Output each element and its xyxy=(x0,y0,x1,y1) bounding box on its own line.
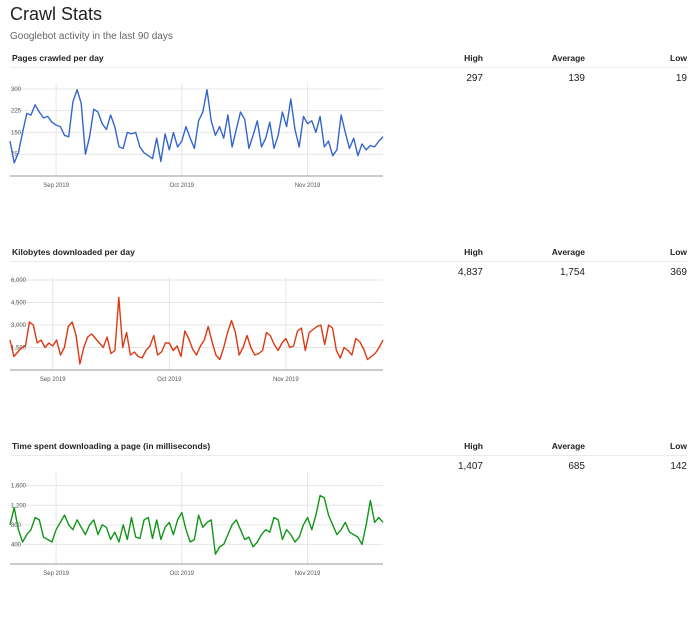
x-tick-label: Nov 2019 xyxy=(295,183,321,189)
section-divider xyxy=(10,261,687,262)
pages-average-value: 139 xyxy=(568,73,585,84)
y-tick-label: 300 xyxy=(11,87,22,93)
series-line xyxy=(9,494,384,555)
time-high-value: 1,407 xyxy=(457,461,483,472)
x-tick-label: Oct 2019 xyxy=(170,183,195,189)
pages-high-value: 297 xyxy=(466,73,483,84)
pages-crawled-chart: 75 150 225 300 Sep 2019 Oct 2019 Nov 2019 xyxy=(9,83,384,189)
series-line xyxy=(9,296,384,365)
time-average-value: 685 xyxy=(568,461,585,472)
x-tick-label: Oct 2019 xyxy=(157,377,182,383)
average-header: Average xyxy=(551,247,585,257)
pages-crawled-section: Pages crawled per day High Average Low 2… xyxy=(0,53,695,243)
pages-low-value: 19 xyxy=(675,73,687,84)
low-header: Low xyxy=(670,53,687,63)
kilobytes-low-value: 369 xyxy=(670,267,687,278)
page-title: Crawl Stats xyxy=(10,4,103,24)
y-tick-label: 150 xyxy=(11,130,22,136)
time-spent-title: Time spent downloading a page (in millis… xyxy=(12,441,211,451)
y-tick-label: 400 xyxy=(11,542,22,548)
average-header: Average xyxy=(551,53,585,63)
kilobytes-average-value: 1,754 xyxy=(559,267,585,278)
high-header: High xyxy=(464,247,483,257)
kilobytes-chart: 1,500 3,000 4,500 6,000 Sep 2019 Oct 2019 Nov … xyxy=(9,277,384,383)
section-divider xyxy=(10,455,687,456)
low-header: Low xyxy=(670,247,687,257)
x-tick-label: Sep 2019 xyxy=(43,571,69,577)
pages-crawled-title: Pages crawled per day xyxy=(12,53,104,63)
kilobytes-high-value: 4,837 xyxy=(457,267,483,278)
y-tick-label: 6,000 xyxy=(11,278,27,284)
y-tick-label: 4,500 xyxy=(11,301,27,307)
y-tick-label: 3,000 xyxy=(11,323,27,329)
x-tick-label: Sep 2019 xyxy=(43,183,69,189)
section-divider xyxy=(10,67,687,68)
average-header: Average xyxy=(551,441,585,451)
x-tick-label: Nov 2019 xyxy=(295,571,321,577)
kilobytes-section: Kilobytes downloaded per day High Averag… xyxy=(0,247,695,437)
y-tick-label: 75 xyxy=(11,152,18,158)
x-tick-label: Oct 2019 xyxy=(170,571,195,577)
low-header: Low xyxy=(670,441,687,451)
time-spent-chart: 400 800 1,200 1,600 Sep 2019 Oct 2019 Nov 2019 xyxy=(9,471,384,577)
time-low-value: 142 xyxy=(670,461,687,472)
series-line xyxy=(9,88,384,164)
x-tick-label: Sep 2019 xyxy=(40,377,66,383)
x-tick-label: Nov 2019 xyxy=(273,377,299,383)
time-spent-section: Time spent downloading a page (in millis… xyxy=(0,441,695,631)
kilobytes-title: Kilobytes downloaded per day xyxy=(12,247,135,257)
y-tick-label: 1,500 xyxy=(11,346,27,352)
page-subtitle: Googlebot activity in the last 90 days xyxy=(10,31,173,42)
y-tick-label: 800 xyxy=(11,523,22,529)
y-tick-label: 1,600 xyxy=(11,484,27,490)
y-tick-label: 1,200 xyxy=(11,503,27,509)
y-tick-label: 225 xyxy=(11,109,22,115)
high-header: High xyxy=(464,53,483,63)
high-header: High xyxy=(464,441,483,451)
